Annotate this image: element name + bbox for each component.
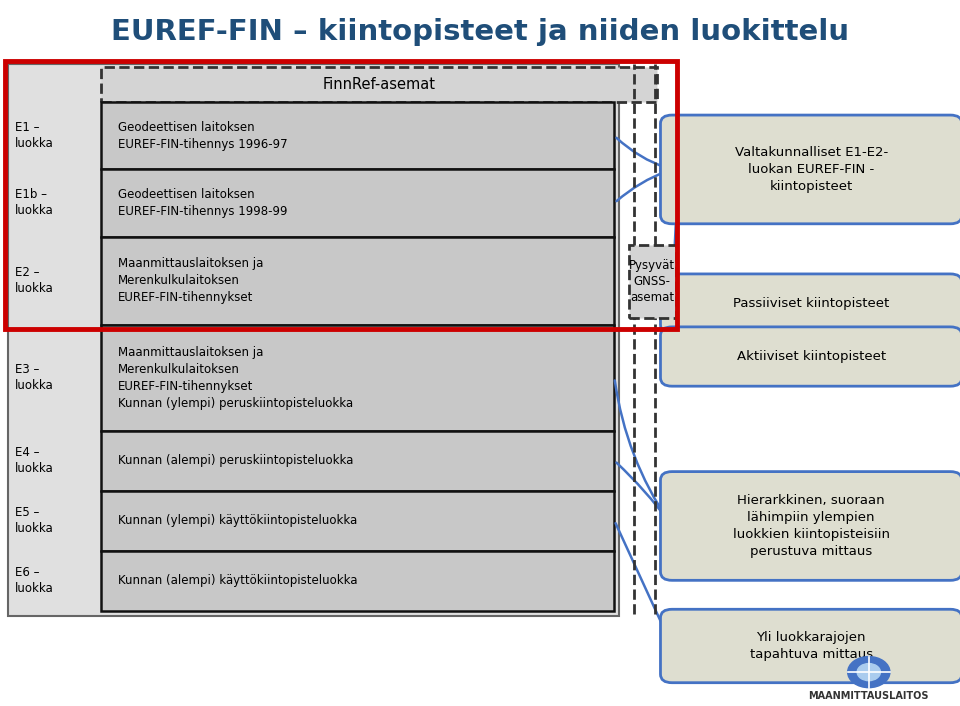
- Text: Maanmittauslaitoksen ja
Merenkulkulaitoksen
EUREF-FIN-tihennykset: Maanmittauslaitoksen ja Merenkulkulaitok…: [118, 257, 263, 304]
- Text: Kunnan (ylempi) käyttökiintopisteluokka: Kunnan (ylempi) käyttökiintopisteluokka: [118, 514, 357, 527]
- Text: Aktiiviset kiintopisteet: Aktiiviset kiintopisteet: [736, 350, 886, 363]
- FancyBboxPatch shape: [660, 472, 960, 580]
- FancyBboxPatch shape: [101, 169, 614, 237]
- Circle shape: [848, 657, 890, 688]
- FancyBboxPatch shape: [660, 115, 960, 224]
- Text: Passiiviset kiintopisteet: Passiiviset kiintopisteet: [733, 297, 889, 310]
- Text: Pysyvät
GNSS-
asemat: Pysyvät GNSS- asemat: [629, 259, 676, 304]
- FancyBboxPatch shape: [8, 64, 619, 616]
- FancyBboxPatch shape: [101, 237, 614, 325]
- Text: FinnRef-asemat: FinnRef-asemat: [323, 77, 435, 92]
- Text: Maanmittauslaitoksen ja
Merenkulkulaitoksen
EUREF-FIN-tihennykset
Kunnan (ylempi: Maanmittauslaitoksen ja Merenkulkulaitok…: [118, 346, 353, 409]
- Text: Geodeettisen laitoksen
EUREF-FIN-tihennys 1998-99: Geodeettisen laitoksen EUREF-FIN-tihenny…: [118, 188, 288, 218]
- Text: E1b –
luokka: E1b – luokka: [15, 189, 54, 217]
- Text: E3 –
luokka: E3 – luokka: [15, 363, 54, 393]
- Text: E2 –
luokka: E2 – luokka: [15, 266, 54, 295]
- Text: Valtakunnalliset E1-E2-
luokan EUREF-FIN -
kiintopisteet: Valtakunnalliset E1-E2- luokan EUREF-FIN…: [734, 146, 888, 193]
- Text: Kunnan (alempi) peruskiintopisteluokka: Kunnan (alempi) peruskiintopisteluokka: [118, 454, 353, 467]
- Text: E6 –
luokka: E6 – luokka: [15, 566, 54, 595]
- FancyBboxPatch shape: [101, 102, 614, 169]
- Text: EUREF-FIN – kiintopisteet ja niiden luokittelu: EUREF-FIN – kiintopisteet ja niiden luok…: [111, 18, 849, 46]
- Text: Yli luokkarajojen
tapahtuva mittaus: Yli luokkarajojen tapahtuva mittaus: [750, 631, 873, 661]
- FancyBboxPatch shape: [660, 609, 960, 683]
- Text: MAANMITTAUSLAITOS: MAANMITTAUSLAITOS: [808, 691, 929, 701]
- FancyBboxPatch shape: [629, 245, 676, 318]
- Text: Geodeettisen laitoksen
EUREF-FIN-tihennys 1996-97: Geodeettisen laitoksen EUREF-FIN-tihenny…: [118, 121, 288, 151]
- FancyBboxPatch shape: [101, 491, 614, 551]
- FancyBboxPatch shape: [101, 67, 657, 102]
- Text: Hierarkkinen, suoraan
lähimpiin ylempien
luokkien kiintopisteisiin
perustuva mit: Hierarkkinen, suoraan lähimpiin ylempien…: [732, 494, 890, 558]
- Text: E5 –
luokka: E5 – luokka: [15, 506, 54, 535]
- Text: E1 –
luokka: E1 – luokka: [15, 121, 54, 150]
- FancyBboxPatch shape: [660, 327, 960, 386]
- FancyBboxPatch shape: [660, 274, 960, 333]
- FancyBboxPatch shape: [101, 431, 614, 491]
- Circle shape: [857, 664, 880, 681]
- Text: E4 –
luokka: E4 – luokka: [15, 446, 54, 475]
- FancyBboxPatch shape: [101, 325, 614, 431]
- Text: Kunnan (alempi) käyttökiintopisteluokka: Kunnan (alempi) käyttökiintopisteluokka: [118, 574, 357, 587]
- FancyBboxPatch shape: [101, 551, 614, 611]
